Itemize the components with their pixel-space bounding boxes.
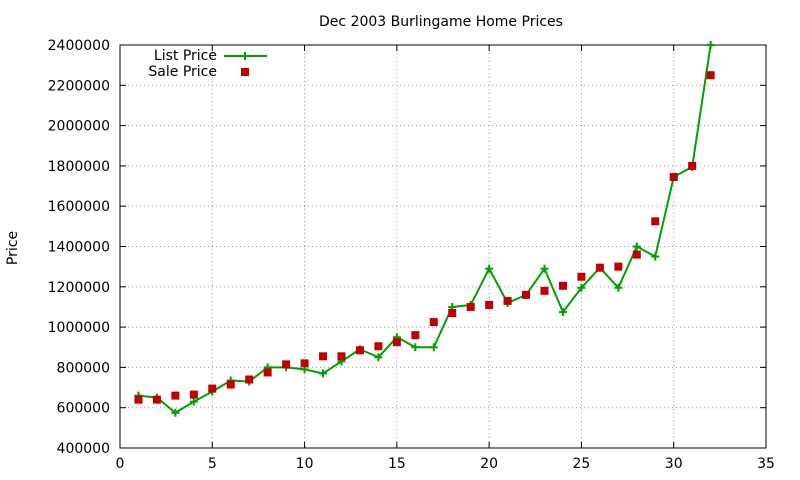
sale-price-point (134, 395, 143, 404)
sale-price-point (355, 346, 364, 355)
sale-price-point (503, 296, 512, 305)
sale-price-point (466, 302, 475, 311)
sale-price-point (300, 359, 309, 368)
grid (120, 45, 766, 448)
y-tick-label: 600000 (57, 401, 110, 417)
sale-price-point (319, 352, 328, 361)
sale-price-point (577, 272, 586, 281)
x-tick-label: 15 (388, 456, 406, 472)
y-tick-label: 1600000 (48, 199, 110, 215)
x-tick-label: 35 (757, 456, 775, 472)
sale-price-point (540, 286, 549, 295)
list-price-point (558, 307, 567, 316)
list-price-point (651, 252, 660, 261)
sale-price-point (411, 331, 420, 340)
sale-price-point (263, 368, 272, 377)
list-price-point (189, 397, 198, 406)
axis-ticks: 0 5 10 15 20 25 30 35 400000 600000 800000 1000000 1… (48, 38, 775, 472)
sale-price-point (669, 172, 678, 181)
sale-price-point (282, 360, 291, 369)
sale-price-point (651, 217, 660, 226)
y-tick-label: 800000 (57, 360, 110, 376)
x-tick-label: 30 (665, 456, 683, 472)
list-price-point (577, 283, 586, 292)
legend-label-list-price: List Price (154, 48, 217, 64)
sale-price-point (632, 250, 641, 259)
y-tick-label: 1800000 (48, 159, 110, 175)
x-tick-label: 0 (116, 456, 125, 472)
sale-price-point (189, 390, 198, 399)
sale-price-point (688, 161, 697, 170)
y-tick-label: 2200000 (48, 78, 110, 94)
list-price-point (429, 343, 438, 352)
y-tick-label: 2000000 (48, 119, 110, 135)
list-price-point (706, 41, 715, 49)
sale-price-point (614, 262, 623, 271)
sale-price-point (522, 290, 531, 299)
y-tick-label: 2400000 (48, 38, 110, 54)
sale-price-point (226, 380, 235, 389)
list-price-line (138, 44, 712, 414)
y-tick-label: 1200000 (48, 280, 110, 296)
x-tick-label: 5 (208, 456, 217, 472)
sale-price-point (706, 71, 715, 80)
list-price-point (540, 264, 549, 273)
sale-price-point (558, 281, 567, 290)
sale-price-point (448, 308, 457, 317)
x-tick-label: 10 (296, 456, 314, 472)
legend-marker-list-price (241, 52, 249, 60)
list-price-point (171, 408, 180, 417)
sale-price-point (337, 352, 346, 361)
list-price-point (411, 343, 420, 352)
sale-price-point (245, 375, 254, 384)
list-price-point (485, 264, 494, 273)
sale-price-point (595, 263, 604, 272)
list-price-point (632, 242, 641, 251)
x-tick-label: 25 (573, 456, 591, 472)
x-tick-label: 20 (480, 456, 498, 472)
y-tick-label: 1000000 (48, 320, 110, 336)
list-price-point (319, 369, 328, 378)
sale-price-point (374, 342, 383, 351)
sale-price-point (152, 395, 161, 404)
y-tick-label: 1400000 (48, 240, 110, 256)
sale-price-point (171, 391, 180, 400)
legend-marker-sale-price (241, 68, 249, 76)
chart-title: Dec 2003 Burlingame Home Prices (319, 14, 563, 30)
list-price-point (374, 353, 383, 362)
sale-price-point (429, 318, 438, 327)
y-tick-label: 400000 (57, 441, 110, 457)
sale-price-point (485, 300, 494, 309)
sale-price-point (392, 338, 401, 347)
list-price-point (614, 283, 623, 292)
legend-label-sale-price: Sale Price (148, 64, 217, 80)
sale-price-point (208, 384, 217, 393)
y-axis-label: Price (5, 231, 21, 265)
series-layer (134, 41, 715, 417)
